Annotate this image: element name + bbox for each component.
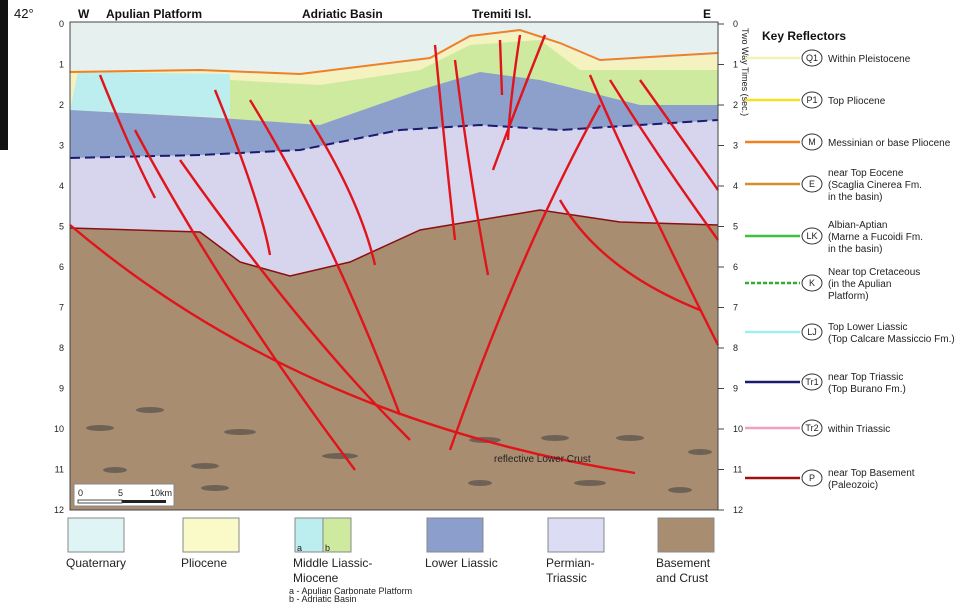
- right-axis-label: 1: [733, 60, 738, 70]
- section-label: Tremiti Isl.: [472, 7, 531, 21]
- right-axis-label: 4: [733, 181, 738, 191]
- key-label: Near top Cretaceous: [828, 267, 920, 278]
- scale-bar-label: 10km: [150, 488, 172, 498]
- left-axis-label: 9: [59, 384, 64, 394]
- right-axis-label: 6: [733, 262, 738, 272]
- key-code: LJ: [807, 327, 817, 337]
- unit-note: b - Adriatic Basin: [289, 594, 357, 604]
- unit-swatch: [183, 518, 239, 552]
- key-label: (Paleozoic): [828, 480, 878, 491]
- right-axis-label: 2: [733, 100, 738, 110]
- left-axis-label: 3: [59, 141, 64, 151]
- key-code: Tr1: [805, 377, 818, 387]
- key-label: near Top Eocene: [828, 168, 904, 179]
- key-label: in the basin): [828, 192, 882, 203]
- unit-swatch: [68, 518, 124, 552]
- unit-label: Miocene: [293, 571, 339, 585]
- platform-layer: [70, 72, 230, 118]
- left-axis-label: 1: [59, 60, 64, 70]
- key-label: within Triassic: [827, 424, 890, 435]
- left-axis-label: 6: [59, 262, 64, 272]
- key-label: (Marne a Fucoidi Fm.: [828, 232, 923, 243]
- annotation: reflective Lower Crust: [494, 454, 591, 465]
- unit-swatch: [427, 518, 483, 552]
- right-axis-label: 11: [733, 465, 742, 475]
- section-label: Apulian Platform: [106, 7, 202, 21]
- key-code: E: [809, 179, 815, 189]
- right-axis-label: 5: [733, 222, 738, 232]
- unit-label: Basement: [656, 556, 711, 570]
- key-code: Q1: [806, 53, 818, 63]
- scale-bar-label: 5: [118, 488, 123, 498]
- right-axis-label: 10: [733, 424, 743, 434]
- key-code: K: [809, 278, 815, 288]
- key-label: Within Pleistocene: [828, 54, 911, 65]
- left-axis-label: 7: [59, 303, 64, 313]
- left-axis-label: 5: [59, 222, 64, 232]
- left-axis-label: 12: [54, 505, 64, 515]
- key-label: Albian-Aptian: [828, 220, 887, 231]
- key-label: Platform): [828, 291, 869, 302]
- right-axis-label: 9: [733, 384, 738, 394]
- unit-swatch: [548, 518, 604, 552]
- map-edge: [0, 0, 8, 150]
- left-axis-label: 4: [59, 181, 64, 191]
- key-label: Top Pliocene: [828, 96, 886, 107]
- unit-label: and Crust: [656, 571, 709, 585]
- unit-part: a: [297, 543, 302, 553]
- key-label: (Scaglia Cinerea Fm.: [828, 180, 922, 191]
- key-label: near Top Triassic: [828, 372, 903, 383]
- key-label: (in the Apulian: [828, 279, 891, 290]
- key-label: Messinian or base Pliocene: [828, 138, 951, 149]
- right-axis-title: Two Way Times (sec.): [740, 28, 750, 116]
- unit-label: Triassic: [546, 571, 587, 585]
- key-label: Top Lower Liassic: [828, 322, 907, 333]
- key-title: Key Reflectors: [762, 29, 846, 43]
- section: [70, 22, 718, 510]
- left-axis-label: 2: [59, 100, 64, 110]
- scale-bar-label: 0: [78, 488, 83, 498]
- scale-bar-light: [78, 500, 122, 503]
- section-label: Adriatic Basin: [302, 7, 383, 21]
- left-axis-label: 11: [55, 465, 64, 475]
- key-label: near Top Basement: [828, 468, 915, 479]
- left-axis-label: 10: [54, 424, 64, 434]
- right-axis-label: 8: [733, 343, 738, 353]
- key-label: (Top Calcare Massiccio Fm.): [828, 334, 955, 345]
- key-label: (Top Burano Fm.): [828, 384, 906, 395]
- left-axis-label: 0: [59, 19, 64, 29]
- left-axis-label: 8: [59, 343, 64, 353]
- unit-label: Pliocene: [181, 556, 227, 570]
- unit-part: b: [325, 543, 330, 553]
- key-code: LK: [806, 231, 817, 241]
- right-axis-label: 12: [733, 505, 743, 515]
- key-label: in the basin): [828, 244, 882, 255]
- right-axis-label: 0: [733, 19, 738, 29]
- latitude-label: 42°: [14, 6, 34, 21]
- cross-section-figure: 42°: [0, 0, 978, 607]
- section-label: W: [78, 7, 90, 21]
- key-code: M: [808, 137, 816, 147]
- unit-label: Middle Liassic-: [293, 556, 372, 570]
- basement-layer: [70, 210, 718, 510]
- scale-bar-dark: [122, 500, 166, 503]
- unit-label: Quaternary: [66, 556, 126, 570]
- key-code: P1: [806, 95, 817, 105]
- key-code: Tr2: [805, 423, 818, 433]
- figure: 42°: [0, 0, 978, 607]
- key-code: P: [809, 473, 815, 483]
- section-label: E: [703, 7, 711, 21]
- right-axis-label: 3: [733, 141, 738, 151]
- unit-label: Permian-: [546, 556, 595, 570]
- right-axis-label: 7: [733, 303, 738, 313]
- unit-swatch: [658, 518, 714, 552]
- unit-label: Lower Liassic: [425, 556, 498, 570]
